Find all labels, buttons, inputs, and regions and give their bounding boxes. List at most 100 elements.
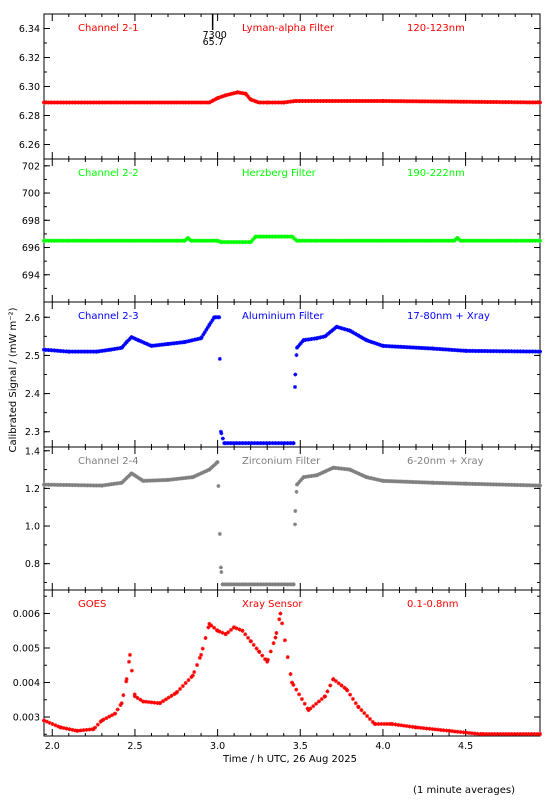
data-point <box>274 631 279 636</box>
data-point <box>252 98 257 103</box>
data-point <box>204 327 209 332</box>
data-point <box>202 469 207 474</box>
data-point <box>211 98 216 103</box>
data-point <box>299 341 304 346</box>
data-point <box>223 632 228 637</box>
data-point <box>42 347 46 352</box>
y-tick-label: 2.4 <box>25 389 40 400</box>
data-point <box>210 98 215 103</box>
data-point <box>512 732 517 736</box>
data-point <box>218 240 223 245</box>
data-point <box>294 353 299 358</box>
data-point <box>129 335 134 340</box>
data-point <box>104 716 109 721</box>
panel-channel-label: GOES <box>78 599 106 610</box>
marker-label: 65.7 <box>203 37 224 48</box>
data-point <box>280 621 285 626</box>
data-point <box>389 721 394 726</box>
data-point <box>364 338 369 343</box>
panel-band-label: 190-222nm <box>407 168 465 179</box>
data-point <box>254 646 259 651</box>
data-point <box>93 725 98 730</box>
data-point <box>344 687 349 692</box>
data-point <box>492 732 497 736</box>
data-point <box>161 699 166 704</box>
data-point <box>506 732 511 736</box>
panel-filter-label: Xray Sensor <box>242 599 303 610</box>
data-point <box>294 238 299 243</box>
data-point <box>199 652 204 657</box>
data-point <box>133 336 138 341</box>
data-point <box>364 475 369 480</box>
data-point <box>407 724 412 729</box>
data-point <box>356 704 361 709</box>
data-point <box>319 697 324 702</box>
data-point <box>108 347 113 352</box>
data-point <box>216 484 221 488</box>
data-point <box>265 659 270 664</box>
data-point <box>396 722 401 727</box>
data-point <box>234 626 239 631</box>
data-point <box>250 98 255 103</box>
data-point <box>141 699 146 704</box>
data-point <box>163 697 168 702</box>
data-point <box>248 97 253 102</box>
data-point <box>501 732 506 736</box>
data-point <box>347 467 352 472</box>
data-point <box>123 477 128 482</box>
data-point <box>532 732 537 736</box>
data-point <box>124 476 129 481</box>
data-point <box>430 727 435 732</box>
data-point <box>518 732 523 736</box>
data-point <box>208 466 213 471</box>
data-point <box>190 475 195 480</box>
data-point <box>141 478 146 483</box>
data-point <box>324 468 329 473</box>
data-point <box>365 714 370 719</box>
data-point <box>372 341 377 346</box>
data-point <box>139 339 144 344</box>
data-point <box>348 692 353 697</box>
y-tick-label: 0.004 <box>13 678 40 689</box>
data-point <box>215 238 220 243</box>
data-point <box>58 725 63 730</box>
data-point <box>81 728 86 733</box>
data-point <box>329 466 334 471</box>
data-point <box>219 431 224 436</box>
data-point <box>94 349 99 354</box>
data-point <box>277 617 282 622</box>
data-point <box>384 721 389 726</box>
data-point <box>132 694 137 699</box>
data-point <box>458 238 463 243</box>
data-point <box>294 345 299 350</box>
data-point <box>218 429 223 434</box>
data-point <box>271 641 276 646</box>
data-point <box>95 722 100 727</box>
data-point <box>455 729 460 734</box>
data-point <box>455 235 460 240</box>
data-point <box>136 338 141 343</box>
data-point <box>538 238 542 243</box>
data-point <box>129 471 134 476</box>
panel-channel-label: Channel 2-1 <box>78 23 139 34</box>
data-point <box>297 692 302 697</box>
data-point <box>472 731 477 736</box>
data-point <box>144 341 149 346</box>
data-point <box>336 681 341 686</box>
panel-frame <box>43 158 541 303</box>
x-tick-label: 4.5 <box>458 741 473 752</box>
data-point <box>260 653 265 658</box>
data-point <box>192 670 197 675</box>
data-point <box>218 565 223 570</box>
data-point <box>195 473 200 478</box>
x-tick-label: 3.5 <box>293 741 308 752</box>
data-point <box>209 623 214 628</box>
data-point <box>430 346 435 351</box>
data-point <box>208 99 213 104</box>
data-point <box>149 343 154 348</box>
data-point <box>240 628 245 633</box>
data-point <box>142 340 147 345</box>
data-point <box>178 686 183 691</box>
data-point <box>229 627 234 632</box>
data-point <box>256 100 261 105</box>
